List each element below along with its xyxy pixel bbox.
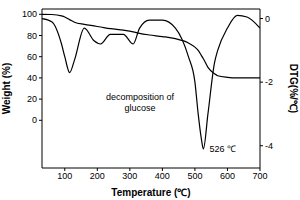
svg-text:DTG(%/℃): DTG(%/℃) <box>288 64 292 113</box>
svg-text:300: 300 <box>122 171 137 181</box>
svg-text:200: 200 <box>90 171 105 181</box>
svg-text:60: 60 <box>27 52 37 62</box>
svg-text:100: 100 <box>57 171 72 181</box>
svg-text:20: 20 <box>27 94 37 104</box>
svg-text:Temperature (℃): Temperature (℃) <box>111 187 190 198</box>
svg-text:40: 40 <box>27 73 37 83</box>
svg-text:526 ℃: 526 ℃ <box>209 144 236 154</box>
html-text:decomposition of glucose: decomposition of glucose <box>106 92 174 113</box>
svg-text:0: 0 <box>32 115 37 125</box>
svg-text:500: 500 <box>187 171 202 181</box>
svg-text:100: 100 <box>22 9 37 19</box>
svg-text:400: 400 <box>155 171 170 181</box>
svg-text:0: 0 <box>265 14 270 24</box>
svg-text:600: 600 <box>220 171 235 181</box>
svg-text:-4: -4 <box>265 141 273 151</box>
svg-text:-2: -2 <box>265 77 273 87</box>
svg-text:Weight (%): Weight (%) <box>8 63 12 114</box>
svg-text:80: 80 <box>27 31 37 41</box>
svg-text:700: 700 <box>252 171 267 181</box>
